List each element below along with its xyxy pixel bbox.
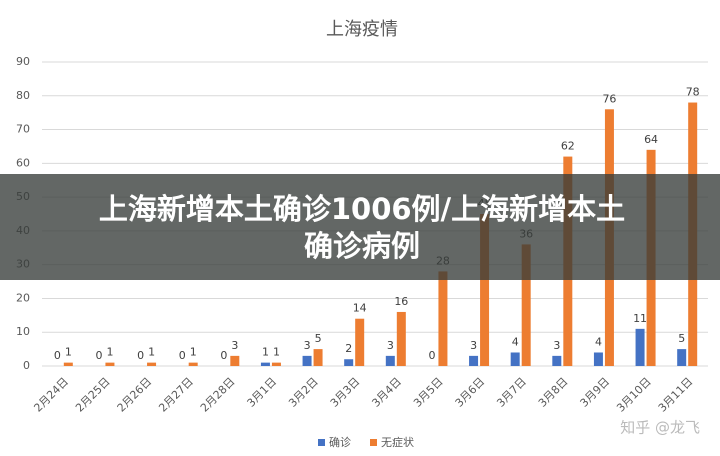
value-label: 0	[137, 349, 144, 362]
bar	[677, 349, 687, 366]
value-label: 64	[644, 133, 658, 146]
bar	[313, 349, 323, 366]
value-label: 16	[394, 295, 408, 308]
value-label: 3	[387, 339, 394, 352]
y-tick-label: 0	[23, 359, 30, 372]
watermark: 知乎 @龙飞	[620, 419, 700, 437]
bar	[593, 352, 603, 366]
x-tick-label: 3月6日	[453, 375, 488, 410]
value-label: 78	[686, 86, 700, 99]
value-label: 0	[95, 349, 102, 362]
value-label: 1	[148, 346, 155, 359]
x-tick-label: 2月27日	[156, 375, 196, 415]
value-label: 14	[353, 302, 367, 315]
bar	[355, 318, 365, 366]
value-label: 0	[54, 349, 61, 362]
bar	[510, 352, 520, 366]
banner	[0, 174, 720, 280]
bar	[521, 244, 531, 366]
y-tick-label: 20	[16, 291, 30, 304]
value-label: 1	[65, 346, 72, 359]
x-tick-label: 3月7日	[494, 375, 529, 410]
bar	[230, 355, 240, 366]
value-label: 4	[595, 335, 602, 348]
value-label: 1	[273, 346, 280, 359]
banner-text: 上海新增本土确诊1006例/上海新增本土	[99, 192, 625, 226]
value-label: 0	[428, 349, 435, 362]
chart-title: 上海疫情	[326, 19, 398, 40]
y-tick-label: 60	[16, 156, 30, 169]
x-tick-label: 2月25日	[73, 375, 113, 415]
value-label: 3	[470, 339, 477, 352]
y-tick-label: 90	[16, 55, 30, 68]
value-label: 5	[315, 332, 322, 345]
x-tick-label: 3月1日	[245, 375, 280, 410]
bar	[396, 311, 406, 366]
x-tick-label: 3月4日	[369, 375, 404, 410]
bar	[260, 362, 270, 366]
x-tick-label: 3月3日	[328, 375, 363, 410]
bar	[635, 328, 645, 366]
value-label: 1	[262, 346, 269, 359]
x-tick-label: 2月26日	[115, 375, 155, 415]
bar	[385, 355, 395, 366]
legend-swatch	[318, 439, 325, 446]
value-label: 1	[106, 346, 113, 359]
bar	[552, 355, 562, 366]
banner-text: 确诊病例	[304, 229, 420, 263]
legend-swatch	[370, 439, 377, 446]
x-tick-label: 3月8日	[536, 375, 571, 410]
x-tick-label: 2月28日	[198, 375, 238, 415]
legend-label: 无症状	[381, 435, 414, 449]
value-label: 3	[553, 339, 560, 352]
bar	[105, 362, 115, 366]
value-label: 3	[231, 339, 238, 352]
bar	[480, 214, 490, 366]
bar	[469, 355, 479, 366]
bar	[344, 359, 354, 366]
x-tick-label: 3月11日	[656, 375, 696, 415]
x-tick-label: 2月24日	[31, 375, 71, 415]
value-label: 62	[561, 140, 575, 153]
value-label: 2	[345, 342, 352, 355]
value-label: 5	[678, 332, 685, 345]
value-label: 76	[602, 92, 616, 105]
legend-label: 确诊	[329, 435, 351, 449]
y-tick-label: 80	[16, 89, 30, 102]
value-label: 0	[179, 349, 186, 362]
bar	[271, 362, 281, 366]
bar	[188, 362, 198, 366]
bar	[63, 362, 73, 366]
bar	[302, 355, 312, 366]
bar	[147, 362, 157, 366]
y-tick-label: 10	[16, 325, 30, 338]
x-tick-label: 3月9日	[578, 375, 613, 410]
y-tick-label: 70	[16, 123, 30, 136]
value-label: 1	[190, 346, 197, 359]
x-tick-label: 3月5日	[411, 375, 446, 410]
value-label: 11	[633, 312, 647, 325]
value-label: 3	[304, 339, 311, 352]
bar	[438, 271, 448, 366]
value-label: 4	[512, 335, 519, 348]
x-tick-label: 3月10日	[614, 375, 654, 415]
x-tick-label: 3月2日	[286, 375, 321, 410]
value-label: 0	[220, 349, 227, 362]
